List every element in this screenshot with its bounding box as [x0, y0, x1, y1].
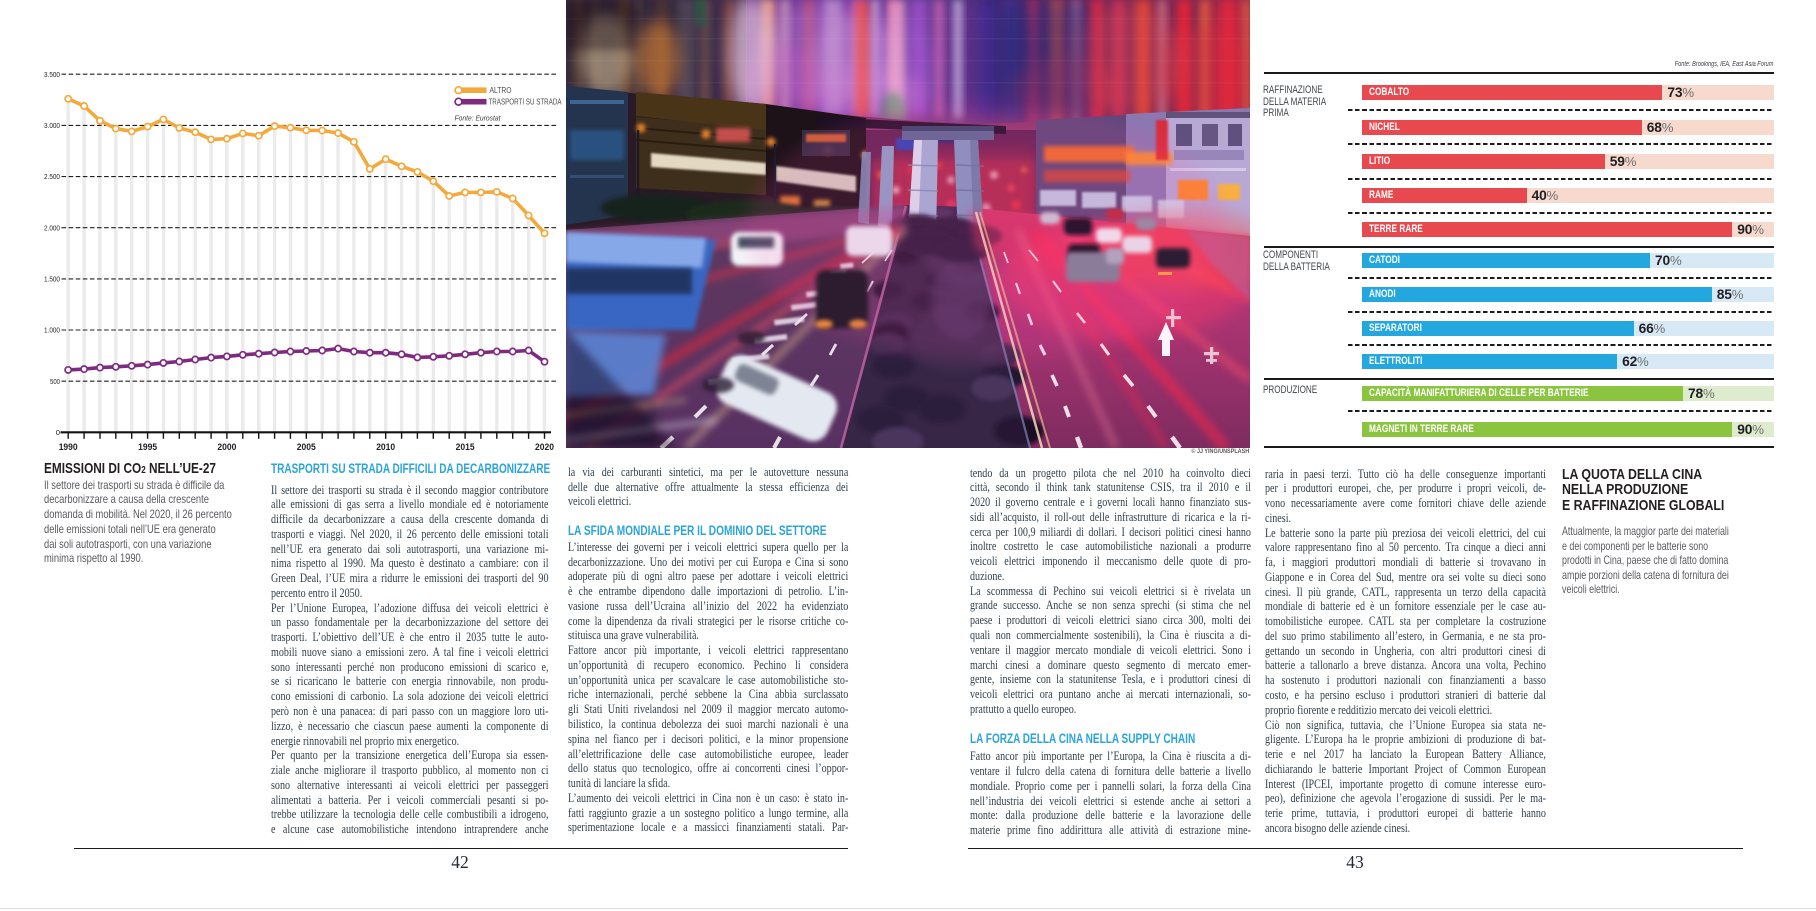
svg-text:1990: 1990	[59, 442, 78, 452]
svg-text:2.000: 2.000	[44, 223, 60, 232]
svg-text:1995: 1995	[138, 442, 157, 452]
svg-text:1.000: 1.000	[44, 326, 60, 335]
svg-text:3.500: 3.500	[44, 70, 60, 79]
svg-text:1.500: 1.500	[44, 275, 60, 284]
svg-text:2020: 2020	[535, 442, 554, 452]
svg-text:0: 0	[56, 428, 60, 437]
svg-text:3.000: 3.000	[44, 121, 60, 130]
svg-text:2000: 2000	[217, 442, 236, 452]
svg-text:2015: 2015	[456, 442, 475, 452]
svg-text:2005: 2005	[297, 442, 316, 452]
svg-text:ALTRO: ALTRO	[490, 85, 512, 95]
svg-text:2010: 2010	[376, 442, 395, 452]
svg-text:500: 500	[50, 377, 60, 386]
svg-text:TRASPORTI SU STRADA: TRASPORTI SU STRADA	[489, 97, 562, 107]
svg-text:2.500: 2.500	[44, 172, 60, 181]
svg-text:Fonte: Eurostat: Fonte: Eurostat	[455, 114, 502, 123]
